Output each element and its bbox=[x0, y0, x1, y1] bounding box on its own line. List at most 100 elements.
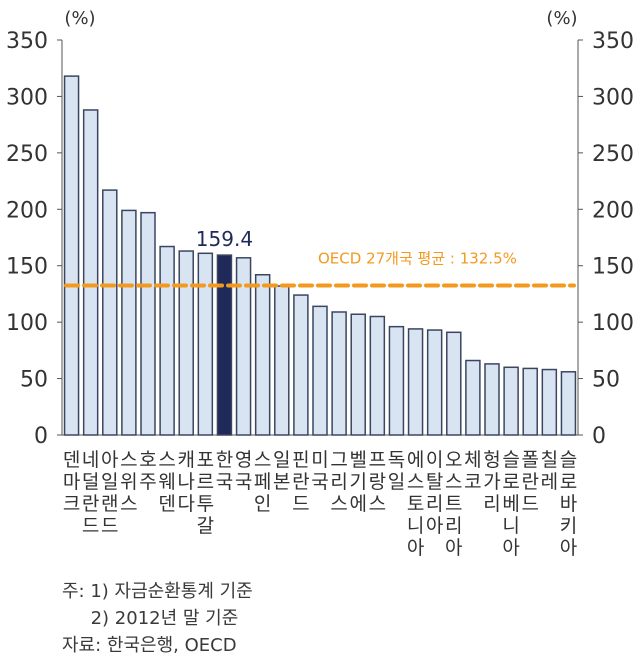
x-tick-label: 벨 bbox=[349, 449, 366, 471]
data-label: 159.4 bbox=[196, 227, 253, 251]
x-tick-label: 일 bbox=[101, 471, 118, 493]
bar-그리스 bbox=[331, 311, 347, 436]
x-tick-label: 리 bbox=[426, 493, 443, 515]
x-tick-label: 국 bbox=[235, 471, 252, 493]
y-tick-label-right: 100 bbox=[592, 311, 634, 336]
x-tick-label: 국 bbox=[216, 471, 233, 493]
y-tick-label-right: 250 bbox=[592, 142, 634, 167]
x-tick-label: 독 bbox=[388, 449, 405, 471]
x-tick-label: 칠 bbox=[541, 449, 558, 471]
x-tick-label: 투 bbox=[197, 493, 214, 515]
x-tick-label: 일 bbox=[388, 471, 405, 493]
x-tick-label: 르 bbox=[197, 471, 214, 493]
bar-칠레 bbox=[541, 368, 558, 436]
x-tick-label: 레 bbox=[541, 471, 558, 493]
x-tick-label: 캐 bbox=[177, 449, 194, 471]
x-tick-label: 국 bbox=[311, 471, 328, 493]
x-tick-label: 스 bbox=[330, 493, 347, 515]
bar-덴마크 bbox=[63, 75, 80, 436]
y-tick-label-right: 350 bbox=[592, 29, 634, 54]
x-tick-label: 로 bbox=[502, 471, 519, 493]
bar-호주 bbox=[140, 211, 156, 436]
y-tick-label-right: 0 bbox=[592, 424, 606, 449]
x-tick-label: 아 bbox=[426, 515, 443, 537]
x-tick-label: 덴 bbox=[63, 449, 80, 471]
y-unit-left: (%) bbox=[64, 8, 95, 29]
x-tick-label: 다 bbox=[177, 493, 194, 515]
x-tick-label: 미 bbox=[311, 449, 328, 471]
bar-슬로바키아 bbox=[560, 371, 577, 436]
x-tick-label: 슬 bbox=[502, 449, 519, 471]
bar-한국 bbox=[216, 254, 233, 436]
bar-스웨덴 bbox=[159, 245, 175, 436]
x-tick-label: 위 bbox=[120, 471, 137, 493]
x-tick-label: 트 bbox=[445, 493, 462, 515]
x-tick-label: 스 bbox=[445, 471, 462, 493]
x-tick-label: 탈 bbox=[426, 471, 443, 493]
x-tick-label: 란 bbox=[292, 471, 309, 493]
x-tick-label: 핀 bbox=[292, 449, 309, 471]
note-2: 2) 2012년 말 기준 bbox=[62, 608, 239, 629]
y-tick-label-left: 0 bbox=[34, 424, 48, 449]
y-tick-label-left: 250 bbox=[6, 142, 48, 167]
reference-label: OECD 27개국 평균 : 132.5% bbox=[318, 249, 517, 267]
bar-아일랜드 bbox=[102, 189, 118, 436]
bar-미국 bbox=[312, 305, 328, 436]
x-tick-label: 그 bbox=[330, 449, 347, 471]
x-tick-label: 페 bbox=[254, 471, 271, 493]
y-tick-label-left: 350 bbox=[6, 29, 48, 54]
x-tick-label: 마 bbox=[63, 471, 80, 493]
y-tick-label-left: 150 bbox=[6, 255, 48, 280]
bar-네덜란드 bbox=[82, 109, 99, 436]
bar-핀란드 bbox=[293, 294, 309, 436]
x-tick-label: 가 bbox=[483, 471, 500, 493]
bar-헝가리 bbox=[484, 363, 500, 436]
bar-이탈리아 bbox=[426, 329, 443, 436]
bar-포르투갈 bbox=[197, 252, 214, 436]
x-tick-label: 베 bbox=[502, 493, 519, 515]
x-tick-label: 덜 bbox=[82, 471, 99, 493]
y-tick-label-left: 300 bbox=[6, 85, 48, 110]
x-tick-label: 토 bbox=[407, 493, 424, 515]
x-tick-label: 이 bbox=[426, 449, 443, 471]
x-tick-label: 체 bbox=[464, 449, 481, 471]
x-tick-label: 인 bbox=[254, 493, 271, 515]
x-tick-label: 니 bbox=[407, 515, 424, 537]
x-tick-label: 슬 bbox=[560, 449, 577, 471]
x-tick-label: 리 bbox=[330, 471, 347, 493]
bar-영국 bbox=[235, 257, 252, 436]
x-tick-label: 드 bbox=[521, 493, 538, 515]
x-tick-label: 아 bbox=[101, 449, 118, 471]
y-tick-label-left: 200 bbox=[6, 198, 48, 223]
x-tick-label: 프 bbox=[369, 449, 386, 471]
bar-일본 bbox=[274, 285, 290, 436]
x-tick-label: 오 bbox=[445, 449, 462, 471]
x-tick-label: 아 bbox=[560, 537, 577, 559]
bar-스페인 bbox=[254, 273, 271, 436]
bar-프랑스 bbox=[369, 315, 386, 436]
x-tick-label: 아 bbox=[445, 537, 462, 559]
x-tick-label: 란 bbox=[82, 493, 99, 515]
x-tick-label: 헝 bbox=[483, 449, 500, 471]
x-tick-label: 로 bbox=[560, 471, 577, 493]
x-tick-label: 키 bbox=[560, 515, 577, 537]
y-tick-label-left: 100 bbox=[6, 311, 48, 336]
x-tick-label: 영 bbox=[235, 449, 252, 471]
source-note: 자료: 한국은행, OECD bbox=[62, 635, 237, 656]
bar-chart: 0 0 50 50 100 100 150 150 200 200 250 250 300 300 350 3… bbox=[6, 8, 634, 559]
x-tick-label: 포 bbox=[197, 449, 214, 471]
x-tick-label: 스 bbox=[158, 449, 175, 471]
y-tick-label-right: 150 bbox=[592, 255, 634, 280]
x-tick-label: 에 bbox=[407, 449, 424, 471]
x-tick-label: 스 bbox=[120, 449, 137, 471]
x-tick-label: 스 bbox=[120, 493, 137, 515]
bar-오스트리아 bbox=[446, 331, 462, 436]
y-tick-label-right: 50 bbox=[592, 368, 620, 393]
x-tick-label: 란 bbox=[521, 471, 538, 493]
bar-독일 bbox=[388, 325, 405, 436]
x-tick-label: 기 bbox=[349, 471, 366, 493]
x-tick-label: 나 bbox=[177, 471, 194, 493]
x-tick-label: 드 bbox=[82, 515, 99, 537]
y-unit-right: (%) bbox=[546, 8, 577, 29]
x-tick-label: 스 bbox=[254, 449, 271, 471]
